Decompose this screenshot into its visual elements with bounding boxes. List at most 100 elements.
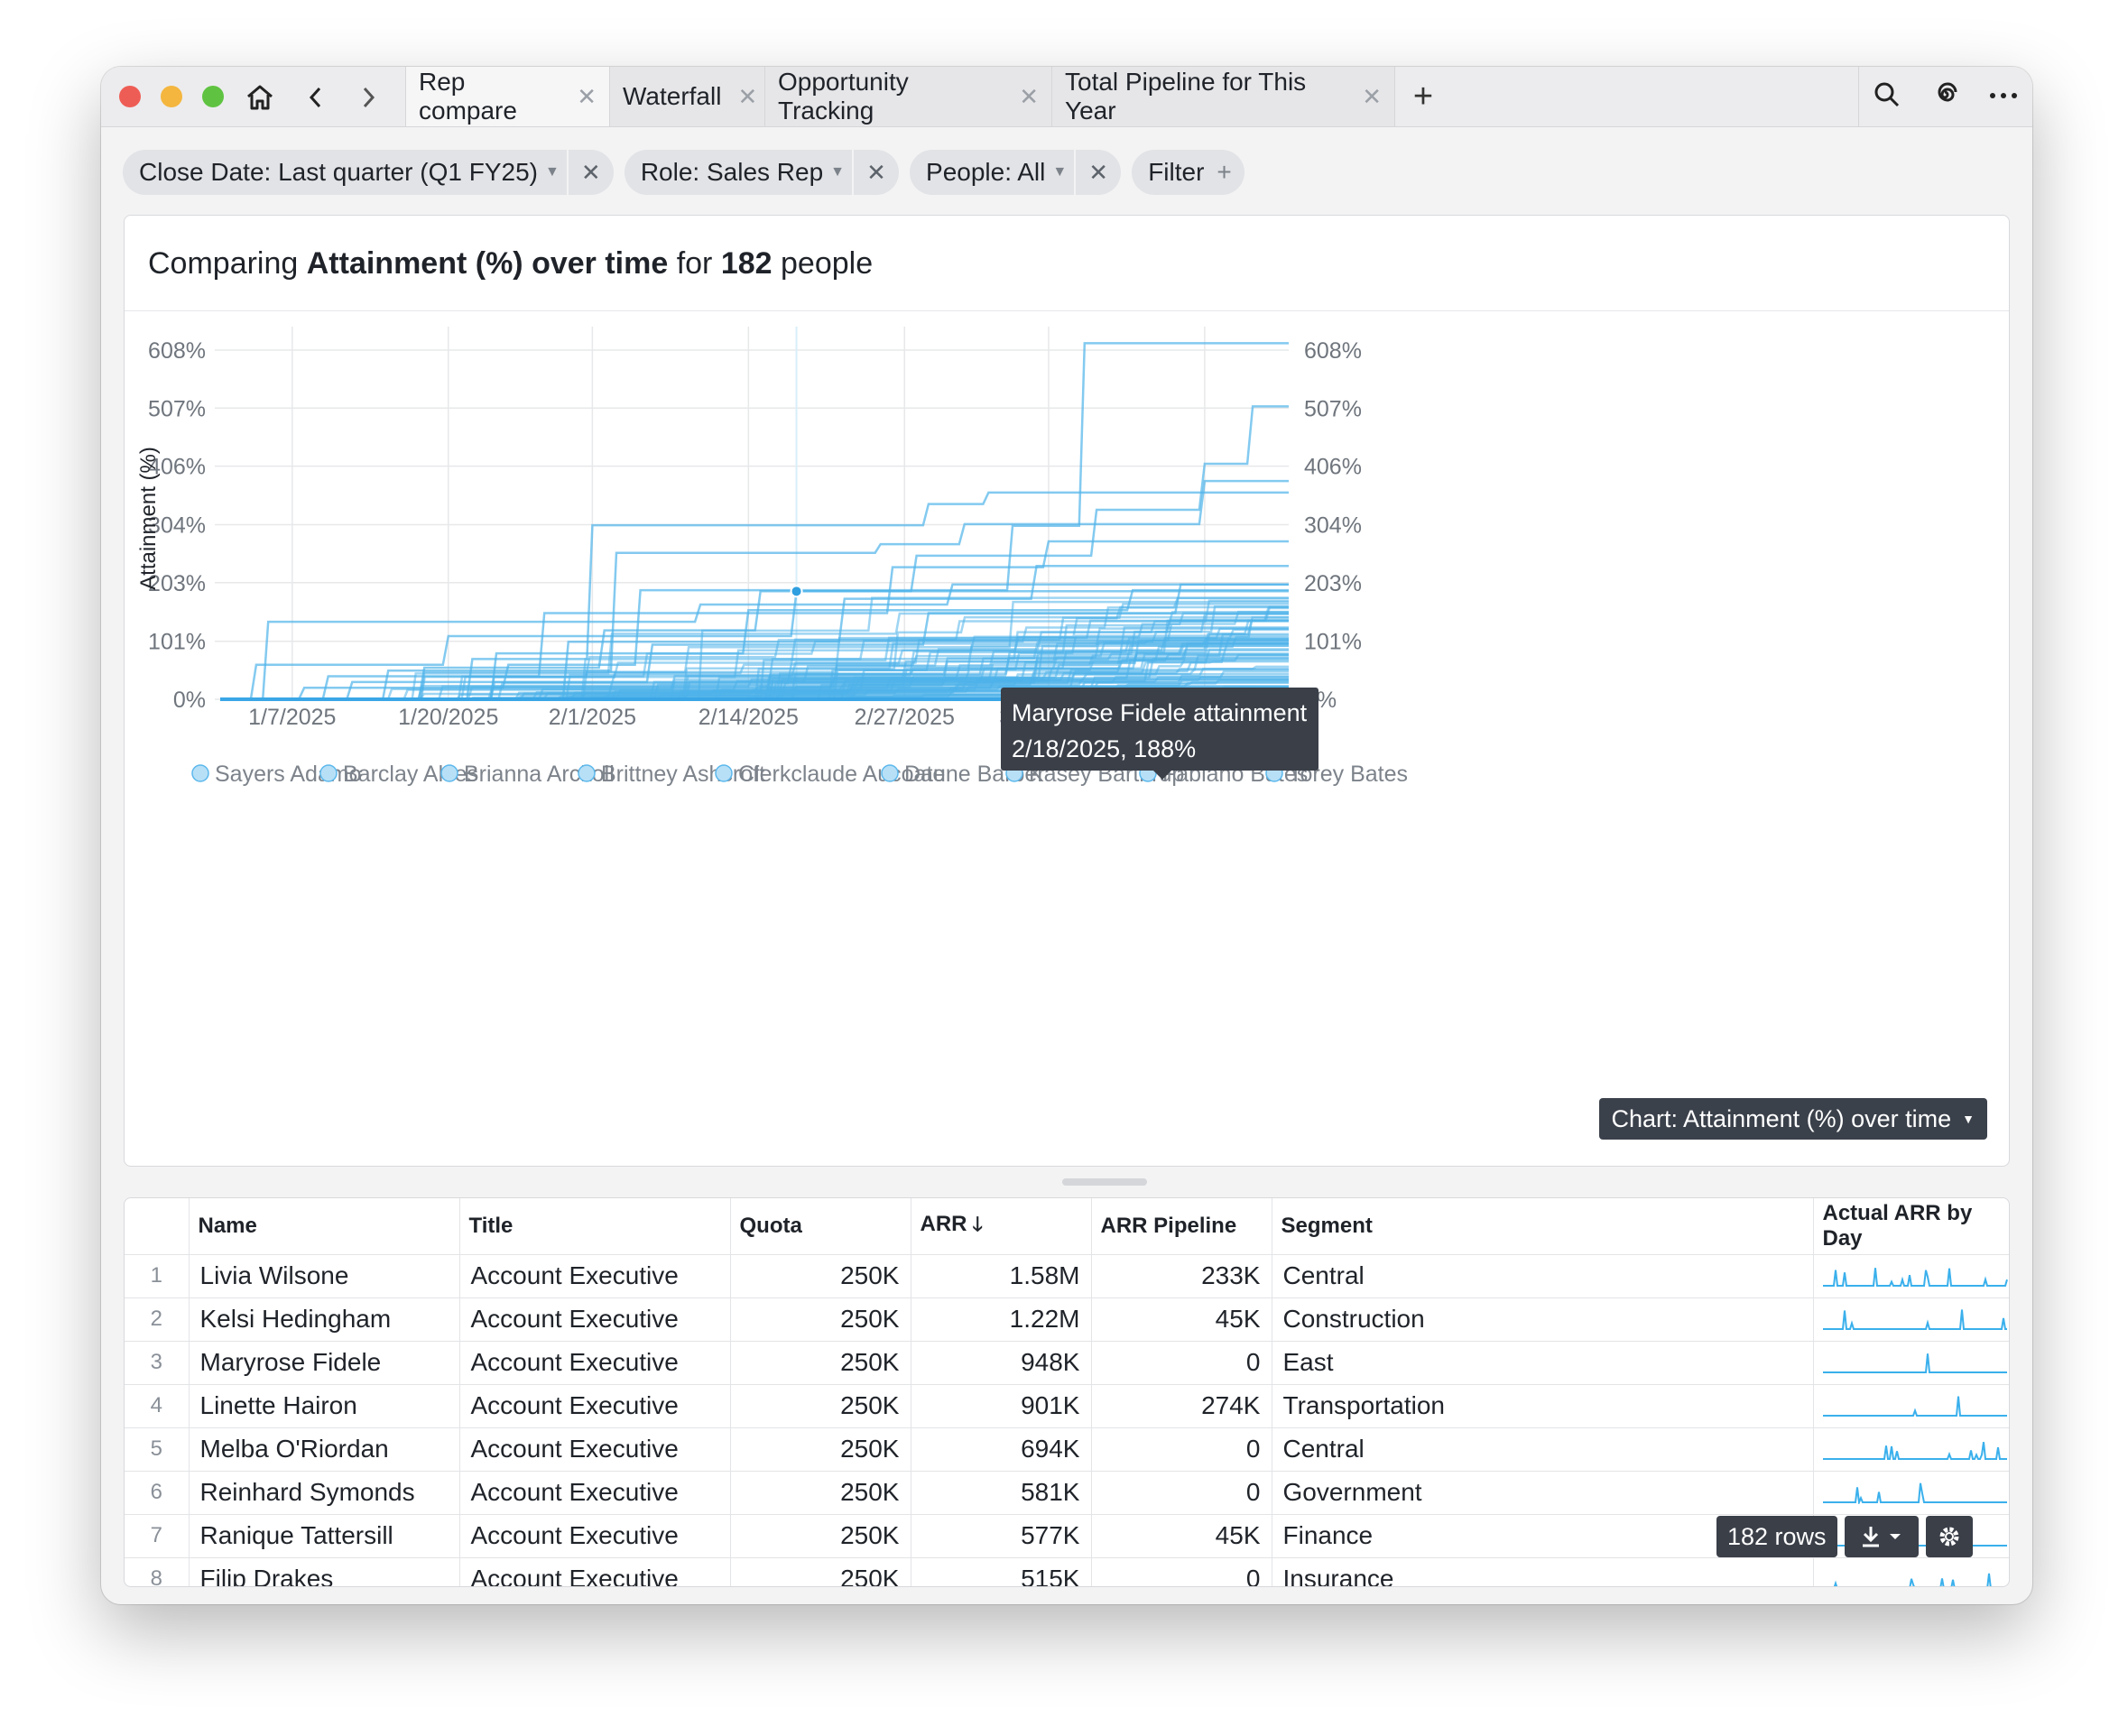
filter-people-dropdown[interactable]: People: All ▼ bbox=[910, 158, 1074, 187]
quota-cell[interactable]: 250K bbox=[730, 1557, 911, 1586]
legend-item[interactable]: Clerkclaude Aucoate bbox=[738, 762, 945, 787]
row-index[interactable]: 6 bbox=[125, 1471, 190, 1515]
legend-swatch[interactable] bbox=[319, 764, 338, 782]
filter-close-date-dropdown[interactable]: Close Date: Last quarter (Q1 FY25) ▼ bbox=[123, 158, 567, 187]
row-index[interactable]: 7 bbox=[125, 1514, 190, 1558]
segment-cell[interactable]: Government bbox=[1272, 1471, 1814, 1515]
series-line[interactable] bbox=[220, 491, 1289, 701]
quota-cell[interactable]: 250K bbox=[730, 1341, 911, 1385]
title-cell[interactable]: Account Executive bbox=[459, 1254, 731, 1298]
series-line[interactable] bbox=[220, 611, 1289, 701]
close-icon[interactable]: ✕ bbox=[737, 82, 758, 110]
legend-swatch[interactable] bbox=[440, 764, 458, 782]
name-cell[interactable]: Melba O'Riordan bbox=[189, 1427, 460, 1472]
series-line[interactable] bbox=[220, 583, 1289, 701]
remove-filter-icon[interactable]: ✕ bbox=[1074, 150, 1121, 195]
series-line[interactable] bbox=[220, 680, 1289, 701]
segment-cell[interactable]: Central bbox=[1272, 1427, 1814, 1472]
name-cell[interactable]: Reinhard Symonds bbox=[189, 1471, 460, 1515]
arr-cell[interactable]: 1.22M bbox=[911, 1297, 1092, 1342]
arr-cell[interactable]: 694K bbox=[911, 1427, 1092, 1472]
column-header-segment[interactable]: Segment bbox=[1272, 1198, 1814, 1255]
tab-waterfall[interactable]: Waterfall ✕ bbox=[609, 67, 764, 126]
series-line[interactable] bbox=[220, 615, 1289, 701]
name-cell[interactable]: Kelsi Hedingham bbox=[189, 1297, 460, 1342]
quota-cell[interactable]: 250K bbox=[730, 1254, 911, 1298]
spiral-icon[interactable] bbox=[1930, 80, 1959, 114]
table-row[interactable]: 4 Linette Hairon Account Executive 250K 901K… bbox=[125, 1384, 2009, 1428]
row-index[interactable]: 1 bbox=[125, 1254, 190, 1298]
remove-filter-icon[interactable]: ✕ bbox=[852, 150, 899, 195]
arr-pipeline-cell[interactable]: 0 bbox=[1091, 1557, 1272, 1586]
name-cell[interactable]: Maryrose Fidele bbox=[189, 1341, 460, 1385]
name-cell[interactable]: Ranique Tattersill bbox=[189, 1514, 460, 1558]
column-header-title[interactable]: Title bbox=[459, 1198, 731, 1255]
zoom-window-button[interactable] bbox=[202, 86, 224, 107]
segment-cell[interactable]: Insurance bbox=[1272, 1557, 1814, 1586]
segment-cell[interactable]: Construction bbox=[1272, 1297, 1814, 1342]
table-row[interactable]: 6 Reinhard Symonds Account Executive 250K 58… bbox=[125, 1471, 2009, 1515]
row-index[interactable]: 2 bbox=[125, 1297, 190, 1342]
tab-opportunity-tracking[interactable]: Opportunity Tracking ✕ bbox=[764, 67, 1051, 126]
column-header-actual-arr-by-day[interactable]: Actual ARR by Day bbox=[1813, 1198, 2009, 1255]
legend-swatch[interactable] bbox=[715, 764, 733, 782]
arr-cell[interactable]: 515K bbox=[911, 1557, 1092, 1586]
quota-cell[interactable]: 250K bbox=[730, 1514, 911, 1558]
arr-pipeline-cell[interactable]: 0 bbox=[1091, 1341, 1272, 1385]
close-window-button[interactable] bbox=[119, 86, 141, 107]
panel-resize-handle[interactable] bbox=[1062, 1178, 1147, 1186]
series-line[interactable] bbox=[220, 565, 1289, 701]
row-index[interactable]: 4 bbox=[125, 1384, 190, 1428]
segment-cell[interactable]: Transportation bbox=[1272, 1384, 1814, 1428]
segment-cell[interactable]: Central bbox=[1272, 1254, 1814, 1298]
close-icon[interactable]: ✕ bbox=[1362, 82, 1382, 110]
name-cell[interactable]: Linette Hairon bbox=[189, 1384, 460, 1428]
close-icon[interactable]: ✕ bbox=[577, 82, 597, 110]
chart-type-dropdown[interactable]: Chart: Attainment (%) over time ▼ bbox=[1598, 1098, 1987, 1140]
title-cell[interactable]: Account Executive bbox=[459, 1384, 731, 1428]
row-index[interactable]: 8 bbox=[125, 1557, 190, 1586]
quota-cell[interactable]: 250K bbox=[730, 1384, 911, 1428]
remove-filter-icon[interactable]: ✕ bbox=[566, 150, 614, 195]
tab-total-pipeline[interactable]: Total Pipeline for This Year ✕ bbox=[1051, 67, 1394, 126]
quota-cell[interactable]: 250K bbox=[730, 1471, 911, 1515]
arr-pipeline-cell[interactable]: 274K bbox=[1091, 1384, 1272, 1428]
add-tab-button[interactable]: + bbox=[1394, 67, 1451, 126]
row-index[interactable]: 5 bbox=[125, 1427, 190, 1472]
series-line[interactable] bbox=[220, 583, 1289, 701]
arr-pipeline-cell[interactable]: 233K bbox=[1091, 1254, 1272, 1298]
name-cell[interactable]: Filip Drakes bbox=[189, 1557, 460, 1586]
column-header-quota[interactable]: Quota bbox=[730, 1198, 911, 1255]
arr-pipeline-cell[interactable]: 45K bbox=[1091, 1514, 1272, 1558]
table-row[interactable]: 8 Filip Drakes Account Executive 250K 515K 0 I… bbox=[125, 1557, 2009, 1586]
highlight-point[interactable] bbox=[790, 585, 803, 598]
arr-pipeline-cell[interactable]: 0 bbox=[1091, 1427, 1272, 1472]
quota-cell[interactable]: 250K bbox=[730, 1427, 911, 1472]
quota-cell[interactable]: 250K bbox=[730, 1297, 911, 1342]
filter-chip-people[interactable]: People: All ▼ ✕ bbox=[910, 150, 1122, 195]
segment-cell[interactable]: East bbox=[1272, 1341, 1814, 1385]
legend-item[interactable]: Sayers Adamo bbox=[215, 762, 362, 787]
title-cell[interactable]: Account Executive bbox=[459, 1297, 731, 1342]
row-index[interactable]: 3 bbox=[125, 1341, 190, 1385]
column-header-arr-pipeline[interactable]: ARR Pipeline bbox=[1091, 1198, 1272, 1255]
column-header-name[interactable]: Name bbox=[189, 1198, 460, 1255]
title-cell[interactable]: Account Executive bbox=[459, 1341, 731, 1385]
arr-cell[interactable]: 577K bbox=[911, 1514, 1092, 1558]
legend-swatch[interactable] bbox=[881, 764, 899, 782]
download-button[interactable] bbox=[1844, 1516, 1919, 1557]
legend-item[interactable]: Brittney Ashcroft bbox=[601, 762, 765, 787]
title-cell[interactable]: Account Executive bbox=[459, 1471, 731, 1515]
column-header-arr[interactable]: ARR 🡓 bbox=[911, 1198, 1092, 1255]
arr-pipeline-cell[interactable]: 45K bbox=[1091, 1297, 1272, 1342]
series-line[interactable] bbox=[220, 540, 1289, 701]
series-line[interactable] bbox=[220, 590, 1289, 701]
back-icon[interactable] bbox=[300, 81, 332, 114]
arr-cell[interactable]: 581K bbox=[911, 1471, 1092, 1515]
title-cell[interactable]: Account Executive bbox=[459, 1427, 731, 1472]
add-filter-button[interactable]: Filter + bbox=[1132, 150, 1244, 195]
tab-rep-compare[interactable]: Rep compare ✕ bbox=[405, 67, 609, 126]
home-icon[interactable] bbox=[244, 81, 276, 114]
filter-chip-role[interactable]: Role: Sales Rep ▼ ✕ bbox=[624, 150, 900, 195]
name-cell[interactable]: Livia Wilsone bbox=[189, 1254, 460, 1298]
